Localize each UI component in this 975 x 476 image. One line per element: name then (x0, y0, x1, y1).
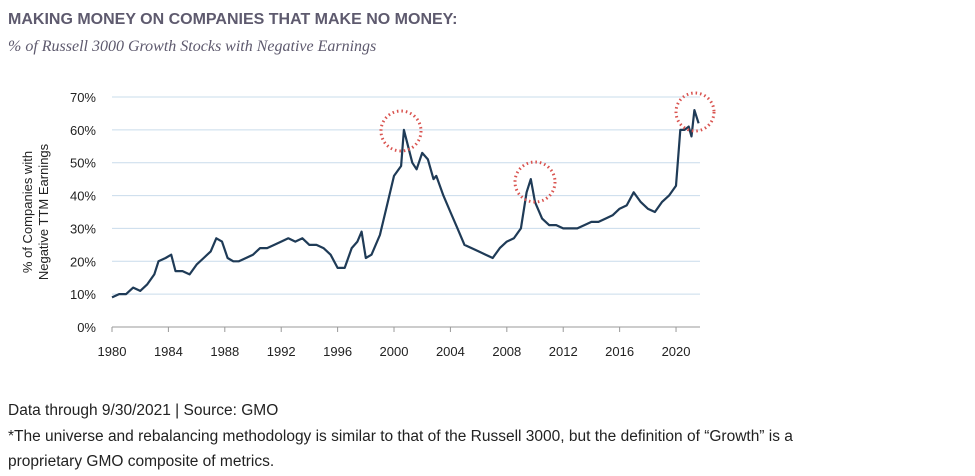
y-axis-label-line: Negative TTM Earnings (36, 143, 51, 280)
source: Data through 9/30/2021 | Source: GMO (8, 402, 279, 419)
x-tick-label: 1992 (267, 344, 296, 359)
y-axis-label: % of Companies with Negative TTM Earning… (20, 143, 51, 280)
x-tick-label: 1988 (210, 344, 239, 359)
y-tick-label: 10% (70, 287, 96, 302)
x-tick-label: 1980 (98, 344, 127, 359)
highlight-circle (379, 109, 423, 153)
chart-title: MAKING MONEY ON COMPANIES THAT MAKE NO M… (8, 11, 457, 28)
y-tick-label: 20% (70, 254, 96, 269)
x-tick-label: 2004 (436, 344, 465, 359)
y-tick-label: 70% (70, 90, 96, 105)
footnote: *The universe and rebalancing methodolog… (8, 428, 793, 445)
x-tick-label: 2016 (605, 344, 634, 359)
x-tick-label: 2008 (492, 344, 521, 359)
x-tick-label: 2012 (549, 344, 578, 359)
highlight-circle (674, 91, 716, 133)
y-tick-label: 50% (70, 156, 96, 171)
data-line (111, 109, 700, 299)
y-axis-label-line: % of Companies with (20, 151, 35, 273)
x-tick-label: 2020 (662, 344, 691, 359)
footnote: proprietary GMO composite of metrics. (8, 453, 275, 470)
highlight-circles (379, 91, 716, 204)
x-tick-label: 1984 (154, 344, 183, 359)
highlight-circle (513, 160, 557, 204)
y-tick-label: 30% (70, 221, 96, 236)
x-tick-label: 1996 (323, 344, 352, 359)
y-tick-label: 0% (77, 320, 96, 335)
x-tick-label: 2000 (380, 344, 409, 359)
y-tick-label: 40% (70, 189, 96, 204)
chart: MAKING MONEY ON COMPANIES THAT MAKE NO M… (8, 11, 716, 359)
y-tick-label: 60% (70, 123, 96, 138)
chart-subtitle: % of Russell 3000 Growth Stocks with Neg… (8, 38, 376, 55)
